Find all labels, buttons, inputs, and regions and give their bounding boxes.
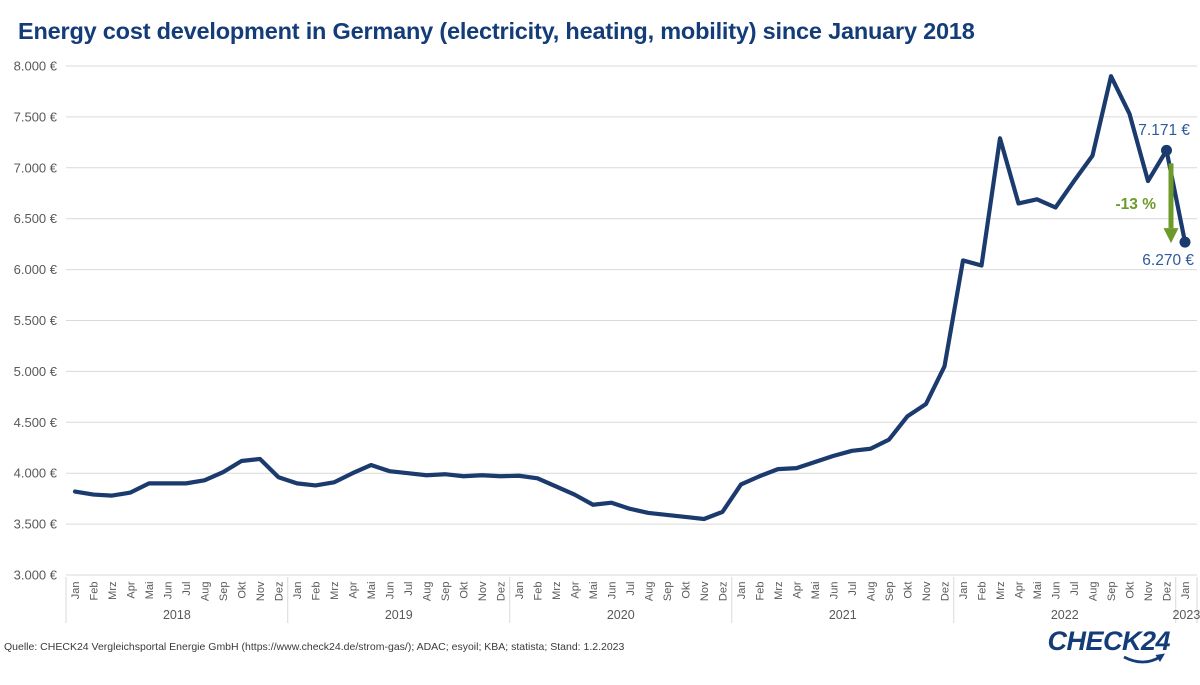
svg-text:Jul: Jul — [1069, 582, 1081, 596]
chart-title: Energy cost development in Germany (elec… — [18, 18, 975, 44]
svg-text:7.000 €: 7.000 € — [14, 160, 58, 175]
svg-text:Apr: Apr — [1014, 581, 1026, 598]
svg-text:Nov: Nov — [477, 581, 489, 601]
check24-logo: CHECK24 — [1047, 626, 1170, 664]
energy-cost-line-chart: 8.000 € 7.500 € 7.000 € 6.500 € 6.000 € 5.500… — [14, 59, 1200, 623]
svg-text:2023: 2023 — [1172, 608, 1200, 622]
svg-text:Sep: Sep — [662, 582, 674, 602]
svg-text:Aug: Aug — [644, 582, 656, 602]
svg-text:Apr: Apr — [570, 581, 582, 598]
svg-text:Sep: Sep — [1106, 582, 1118, 602]
svg-text:Mrz: Mrz — [551, 582, 563, 600]
svg-text:Jul: Jul — [847, 582, 859, 596]
svg-text:Okt: Okt — [237, 582, 249, 599]
svg-text:3.500 €: 3.500 € — [14, 517, 58, 532]
svg-text:Feb: Feb — [755, 582, 767, 601]
svg-text:2018: 2018 — [163, 608, 191, 622]
svg-text:Mai: Mai — [1032, 582, 1044, 600]
svg-text:Sep: Sep — [440, 582, 452, 602]
svg-text:Aug: Aug — [1088, 582, 1100, 602]
svg-text:6.000 €: 6.000 € — [14, 262, 58, 277]
svg-text:2020: 2020 — [607, 608, 635, 622]
check24-logo-text: CHECK24 — [1047, 626, 1170, 656]
svg-text:Jun: Jun — [385, 582, 397, 600]
svg-text:Dez: Dez — [496, 582, 508, 602]
svg-text:Sep: Sep — [884, 582, 896, 602]
svg-text:Mai: Mai — [144, 582, 156, 600]
svg-text:Mai: Mai — [588, 582, 600, 600]
svg-text:Feb: Feb — [533, 582, 545, 601]
svg-text:Mrz: Mrz — [329, 582, 341, 600]
svg-text:5.000 €: 5.000 € — [14, 364, 58, 379]
svg-text:Jun: Jun — [163, 582, 175, 600]
svg-text:8.000 €: 8.000 € — [14, 59, 58, 74]
percent-change-label: -13 % — [1115, 196, 1157, 213]
svg-text:Jan: Jan — [958, 582, 970, 600]
svg-text:Dez: Dez — [940, 582, 952, 602]
svg-text:Nov: Nov — [699, 581, 711, 601]
svg-text:2022: 2022 — [1051, 608, 1079, 622]
svg-text:4.500 €: 4.500 € — [14, 415, 58, 430]
svg-text:Dez: Dez — [1162, 582, 1174, 602]
svg-text:Jan: Jan — [736, 582, 748, 600]
svg-text:Jan: Jan — [70, 582, 82, 600]
svg-text:6.500 €: 6.500 € — [14, 211, 58, 226]
svg-text:Aug: Aug — [422, 582, 434, 602]
svg-text:Apr: Apr — [348, 581, 360, 598]
svg-text:Jul: Jul — [403, 582, 415, 596]
svg-text:Feb: Feb — [89, 582, 101, 601]
svg-text:Jan: Jan — [292, 582, 304, 600]
svg-text:Okt: Okt — [1125, 582, 1137, 599]
svg-text:Apr: Apr — [126, 581, 138, 598]
svg-text:Jul: Jul — [181, 582, 193, 596]
svg-text:4.000 €: 4.000 € — [14, 466, 58, 481]
svg-text:Okt: Okt — [681, 582, 693, 599]
svg-text:Okt: Okt — [903, 582, 915, 599]
svg-text:Aug: Aug — [200, 582, 212, 602]
svg-text:7.500 €: 7.500 € — [14, 109, 58, 124]
svg-text:5.500 €: 5.500 € — [14, 313, 58, 328]
svg-text:Jun: Jun — [607, 582, 619, 600]
end-value-label: 6.270 € — [1142, 252, 1194, 269]
svg-text:Jan: Jan — [1180, 582, 1192, 600]
svg-text:Jan: Jan — [514, 582, 526, 600]
svg-text:Mai: Mai — [810, 582, 822, 600]
svg-text:Jul: Jul — [625, 582, 637, 596]
svg-text:Jun: Jun — [1051, 582, 1063, 600]
source-line: Quelle: CHECK24 Vergleichsportal Energie… — [4, 641, 625, 653]
svg-text:Nov: Nov — [255, 581, 267, 601]
svg-text:Dez: Dez — [718, 582, 730, 602]
svg-text:Feb: Feb — [311, 582, 323, 601]
svg-text:Mrz: Mrz — [773, 582, 785, 600]
check24-swoosh-arrow-icon — [1123, 653, 1165, 664]
svg-text:Jun: Jun — [829, 582, 841, 600]
svg-text:Nov: Nov — [921, 581, 933, 601]
svg-text:Dez: Dez — [274, 582, 286, 602]
peak-value-label: 7.171 € — [1138, 122, 1190, 139]
svg-text:Mrz: Mrz — [995, 582, 1007, 600]
svg-text:Okt: Okt — [459, 582, 471, 599]
svg-text:Mai: Mai — [366, 582, 378, 600]
svg-text:Aug: Aug — [866, 582, 878, 602]
svg-text:Apr: Apr — [792, 581, 804, 598]
svg-text:2019: 2019 — [385, 608, 413, 622]
svg-text:Feb: Feb — [977, 582, 989, 601]
svg-text:Mrz: Mrz — [107, 582, 119, 600]
svg-text:3.000 €: 3.000 € — [14, 568, 58, 583]
svg-text:Nov: Nov — [1143, 581, 1155, 601]
svg-text:Sep: Sep — [218, 582, 230, 602]
svg-text:2021: 2021 — [829, 608, 857, 622]
